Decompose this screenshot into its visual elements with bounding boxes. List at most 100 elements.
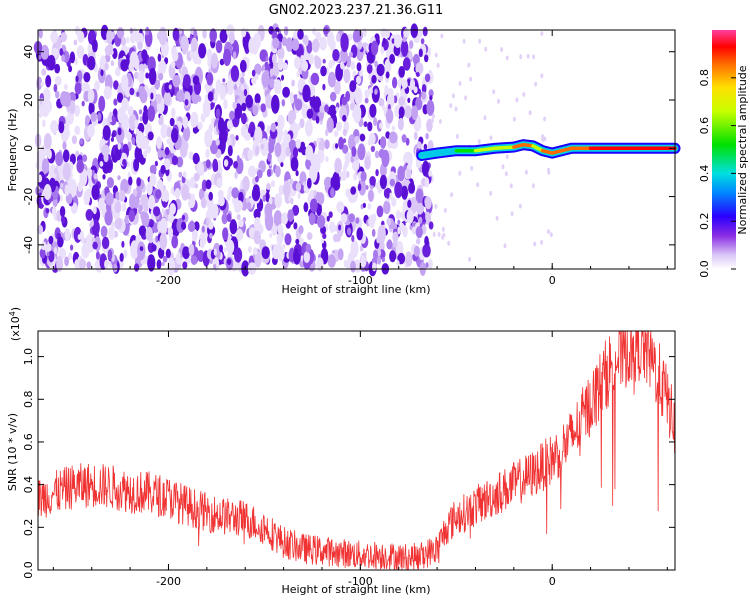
noise-speck (365, 185, 369, 190)
noise-speck (392, 231, 399, 243)
noise-speck (540, 240, 544, 245)
noise-speck (356, 227, 364, 241)
noise-speck (292, 204, 300, 216)
noise-speck (420, 38, 425, 45)
noise-speck (97, 112, 102, 122)
noise-speck (270, 180, 276, 188)
ridge-segment (419, 151, 439, 158)
noise-speck (315, 31, 322, 41)
noise-speck (129, 27, 133, 35)
noise-speck (190, 111, 199, 128)
noise-speck (385, 71, 390, 79)
noise-speck (410, 23, 419, 38)
noise-speck (86, 261, 92, 269)
noise-speck (282, 62, 288, 71)
noise-speck (159, 114, 164, 122)
spectrogram-signal-ridge (416, 139, 681, 161)
noise-speck (204, 129, 213, 148)
noise-speck (290, 197, 294, 205)
noise-speck (351, 160, 360, 172)
noise-speck (364, 97, 369, 104)
noise-speck (467, 62, 471, 68)
noise-speck (372, 262, 377, 272)
noise-speck (169, 117, 175, 127)
noise-speck (227, 157, 233, 167)
noise-speck (139, 89, 148, 104)
noise-speck (39, 248, 46, 259)
noise-speck (153, 206, 161, 217)
noise-speck (73, 104, 81, 117)
noise-speck (226, 213, 232, 223)
noise-speck (421, 160, 430, 177)
noise-speck (282, 86, 290, 98)
noise-speck (215, 40, 223, 54)
noise-speck (442, 232, 446, 238)
noise-speck (80, 138, 84, 145)
noise-speck (63, 83, 68, 91)
noise-speck (381, 149, 390, 168)
noise-speck (60, 182, 64, 189)
noise-speck (117, 142, 122, 150)
noise-speck (201, 225, 205, 233)
noise-speck (509, 183, 513, 189)
noise-speck (309, 198, 318, 213)
noise-speck (101, 144, 110, 157)
noise-speck (330, 176, 337, 190)
noise-speck (234, 247, 243, 263)
noise-speck (389, 178, 396, 187)
noise-speck (240, 112, 247, 125)
noise-speck (443, 208, 447, 213)
noise-speck (129, 51, 139, 68)
noise-speck (42, 119, 46, 128)
noise-speck (227, 145, 233, 157)
snr-x-axis-label: Height of straight line (km) (281, 583, 430, 596)
noise-speck (269, 233, 273, 238)
noise-speck (83, 190, 91, 206)
noise-speck (269, 68, 274, 77)
noise-speck (107, 161, 113, 170)
noise-speck (282, 243, 286, 249)
noise-speck (169, 203, 177, 215)
noise-speck (297, 28, 304, 40)
noise-speck (272, 37, 280, 49)
noise-speck (424, 196, 432, 210)
noise-speck (45, 208, 50, 214)
noise-speck (406, 168, 411, 179)
noise-speck (240, 84, 244, 91)
snr-panel: -200 -100 0 0.0 0.2 0.4 0.6 0.8 1.0 Height of s… (6, 307, 676, 596)
noise-speck (93, 173, 98, 180)
noise-speck (540, 31, 544, 37)
noise-speck (266, 183, 271, 190)
noise-speck (207, 91, 214, 102)
noise-speck (102, 174, 106, 180)
noise-speck (135, 131, 144, 149)
noise-speck (90, 219, 94, 227)
noise-speck (400, 39, 409, 57)
noise-speck (143, 56, 147, 64)
noise-speck (370, 145, 376, 153)
noise-speck (113, 98, 118, 106)
noise-speck (217, 117, 225, 133)
noise-speck (115, 191, 120, 202)
noise-speck (208, 191, 213, 201)
noise-speck (296, 70, 300, 78)
noise-speck (166, 209, 170, 215)
noise-speck (120, 178, 129, 194)
noise-speck (55, 91, 60, 99)
noise-speck (260, 143, 265, 150)
noise-speck (268, 197, 273, 205)
noise-speck (464, 95, 468, 101)
noise-speck (528, 110, 532, 116)
noise-speck (190, 255, 198, 265)
noise-speck (138, 207, 142, 215)
noise-speck (236, 214, 241, 220)
noise-speck (254, 145, 260, 156)
noise-speck (322, 58, 326, 64)
noise-speck (394, 105, 401, 116)
noise-speck (191, 229, 198, 242)
noise-speck (120, 59, 129, 72)
noise-speck (182, 115, 189, 129)
colorbar-tick-label: 0.2 (698, 212, 711, 230)
noise-speck (110, 137, 114, 142)
noise-speck (401, 134, 407, 143)
